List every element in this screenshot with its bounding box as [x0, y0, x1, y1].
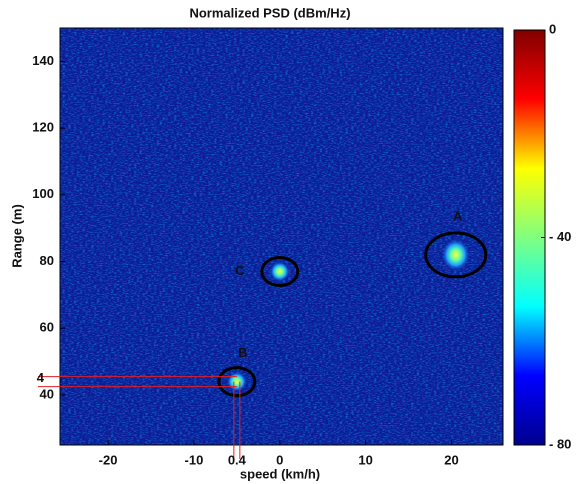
target-circle	[217, 366, 257, 398]
y-tick-label: 40	[40, 386, 54, 401]
x-tick-label: 0	[276, 452, 283, 467]
target-peak	[269, 261, 290, 282]
target-label: A	[453, 208, 463, 223]
target-label: C	[235, 263, 245, 278]
y-tick-label: 100	[32, 186, 54, 201]
x-tick-label: 10	[358, 452, 372, 467]
x-tick-label: -20	[99, 452, 118, 467]
y-tick-label: 140	[32, 53, 54, 68]
y-axis-label: Range (m)	[9, 204, 24, 268]
chart-title: Normalized PSD (dBm/Hz)	[189, 5, 350, 20]
target-peak	[226, 371, 247, 392]
heatmap-background	[60, 28, 503, 445]
target-label: B	[238, 345, 247, 360]
x-tick-label: -10	[185, 452, 204, 467]
annotation: 0.4	[228, 452, 247, 467]
target-peak	[441, 238, 470, 271]
colorbar-tick-label: 0	[549, 21, 556, 36]
colorbar	[513, 29, 546, 446]
plot-frame	[59, 27, 504, 446]
colorbar-tick-label: - 40	[549, 229, 571, 244]
y-tick-label: 120	[32, 120, 54, 135]
target-circle	[424, 231, 488, 279]
y-tick-label: 80	[40, 253, 54, 268]
x-tick-label: 20	[444, 452, 458, 467]
annotation: 4	[37, 370, 45, 385]
y-tick-label: 60	[40, 320, 54, 335]
target-circle	[260, 256, 300, 288]
x-axis-label: speed (km/h)	[240, 466, 320, 481]
colorbar-tick-label: - 80	[549, 436, 571, 451]
